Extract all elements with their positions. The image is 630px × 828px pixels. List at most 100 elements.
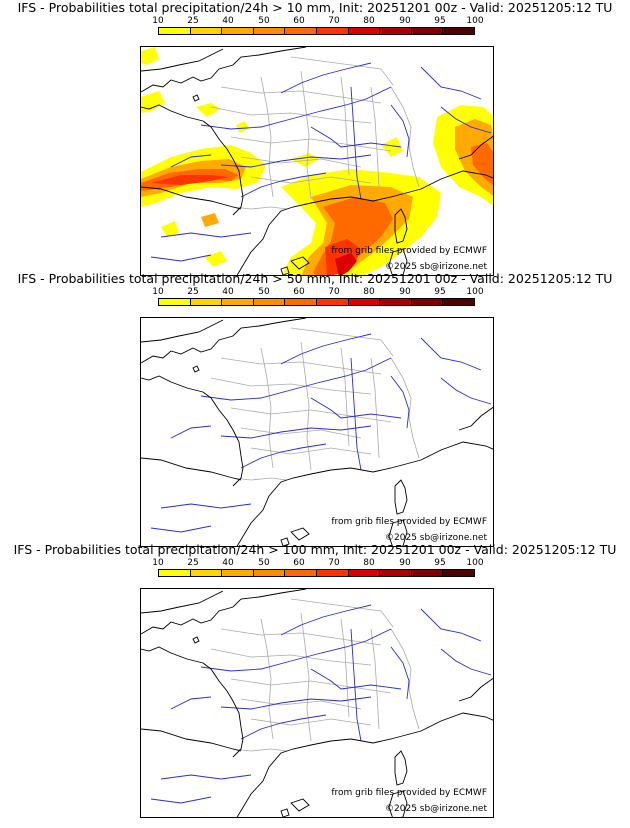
coastline — [290, 798, 310, 812]
precip-area — [291, 153, 319, 167]
coastline — [280, 537, 290, 546]
admin-border — [290, 327, 394, 357]
precip-area — [236, 121, 249, 133]
colorbar-label: 50 — [258, 287, 270, 297]
coastline — [141, 318, 307, 364]
admin-border — [370, 357, 380, 459]
colorbar-label: 10 — [152, 287, 164, 297]
admin-border — [390, 628, 420, 730]
precip-area — [471, 143, 493, 186]
colorbar-segment — [190, 570, 223, 576]
admin-border — [390, 357, 420, 459]
coastline — [388, 790, 408, 817]
river — [200, 357, 392, 401]
precip-area — [161, 221, 179, 237]
colorbar-label: 70 — [328, 287, 340, 297]
precip-map: from grib files provided by ECMWF ©2025 … — [140, 46, 494, 276]
source-credit: from grib files provided by ECMWF — [331, 517, 487, 527]
river — [150, 796, 212, 804]
colorbar-label: 95 — [434, 287, 446, 297]
river — [220, 696, 372, 710]
coastline — [280, 266, 290, 275]
admin-borders — [210, 598, 420, 752]
admin-border — [340, 618, 350, 718]
river — [160, 774, 252, 780]
colorbar-segment — [190, 299, 223, 305]
coastline — [141, 728, 242, 752]
admin-border — [390, 86, 420, 188]
coastline — [280, 808, 290, 817]
river — [170, 425, 212, 439]
admin-border — [260, 618, 274, 740]
colorbar-segment — [316, 299, 349, 305]
river — [420, 66, 482, 100]
coastline — [141, 47, 307, 93]
coastline — [192, 636, 200, 644]
coastline — [141, 104, 204, 122]
colorbar-segment — [222, 299, 254, 305]
colorbar-segment — [285, 299, 317, 305]
river — [240, 172, 327, 198]
coastline — [141, 48, 224, 72]
colorbar-segment — [443, 299, 474, 305]
admin-border — [300, 341, 312, 471]
colorbar-label: 80 — [363, 558, 375, 568]
map-panel-50mm: IFS - Probabilities total precipitation/… — [0, 271, 630, 547]
colorbar-segment — [348, 570, 381, 576]
coastline — [141, 186, 242, 210]
river — [350, 86, 362, 200]
colorbar-label: 25 — [187, 16, 199, 26]
coastline — [290, 527, 310, 541]
coastline — [394, 479, 408, 515]
precip-area — [141, 91, 165, 113]
admin-border — [250, 718, 372, 726]
admin-border — [340, 347, 350, 447]
river — [170, 696, 212, 710]
coastline — [141, 589, 307, 635]
coastline — [202, 120, 244, 216]
map-panel-100mm: IFS - Probabilities total precipitation/… — [0, 542, 630, 818]
admin-border — [240, 156, 362, 168]
coastline — [420, 712, 493, 732]
coastline — [141, 457, 242, 481]
colorbar-segment — [411, 299, 444, 305]
colorbar-label: 60 — [293, 558, 305, 568]
colorbar-segment — [380, 28, 412, 34]
precip-map: from grib files provided by ECMWF ©2025 … — [140, 588, 494, 818]
coastline — [388, 519, 408, 546]
precip-area — [381, 137, 403, 157]
admin-border — [210, 648, 372, 666]
colorbar-labels: 10 25 40 50 60 70 80 90 95 100 — [152, 16, 483, 26]
river — [280, 333, 372, 365]
colorbar-label: 100 — [466, 287, 484, 297]
colorbar-label: 90 — [399, 287, 411, 297]
coastline — [141, 590, 224, 614]
colorbar — [158, 569, 475, 577]
precip-area — [151, 175, 229, 185]
coastline — [458, 406, 493, 431]
admin-border — [300, 70, 312, 200]
source-credit: from grib files provided by ECMWF — [331, 246, 487, 256]
coastline — [458, 677, 493, 702]
coastlines — [141, 318, 493, 546]
colorbar-label: 25 — [187, 558, 199, 568]
coastline — [192, 94, 200, 102]
admin-border — [370, 628, 380, 730]
colorbar-segment — [285, 570, 317, 576]
admin-border — [210, 377, 372, 395]
colorbar-label: 40 — [222, 558, 234, 568]
admin-border — [370, 86, 380, 188]
river — [240, 443, 327, 469]
coastline — [141, 646, 204, 664]
admin-border — [232, 206, 288, 210]
colorbar-label: 60 — [293, 287, 305, 297]
precip-map: from grib files provided by ECMWF ©2025 … — [140, 317, 494, 547]
colorbar — [158, 298, 475, 306]
panel-title: IFS - Probabilities total precipitation/… — [13, 542, 617, 557]
coastline — [290, 256, 310, 270]
colorbar-label: 80 — [363, 287, 375, 297]
colorbar — [158, 27, 475, 35]
admin-border — [220, 357, 382, 375]
colorbar-segment — [159, 570, 191, 576]
colorbar-label: 25 — [187, 287, 199, 297]
